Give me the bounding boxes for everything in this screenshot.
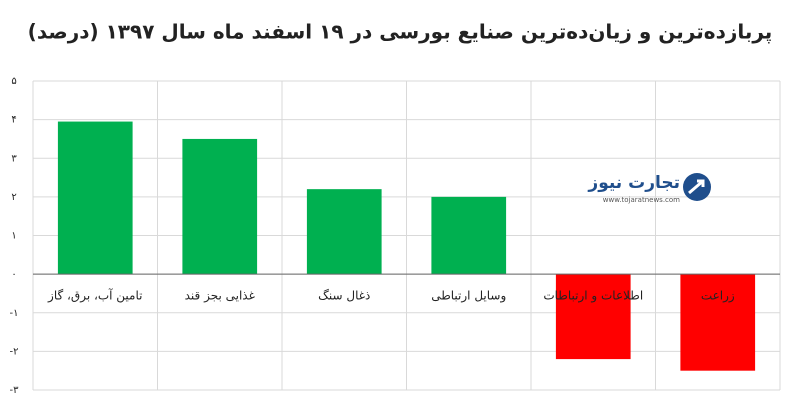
x-tick-label: ذغال سنگ <box>318 289 370 303</box>
x-tick-label: اطلاعات و ارتباطات <box>543 289 643 304</box>
x-tick-label: زراعت <box>701 289 735 304</box>
y-tick-label: ۱ <box>11 231 16 242</box>
chart-title: پربازده‌ترین و زیان‌ده‌ترین صنایع بورسی … <box>28 20 773 45</box>
x-tick-label: وسایل ارتباطی <box>431 289 506 304</box>
y-tick-label: -۲ <box>10 346 19 357</box>
bar <box>182 138 258 275</box>
y-tick-label: ۴ <box>11 115 16 126</box>
y-tick-label: -۳ <box>10 385 20 396</box>
logo-name: تجارت نیوز <box>587 173 680 193</box>
logo-arrow <box>688 179 705 195</box>
bar <box>680 274 756 371</box>
y-tick-label: ۲ <box>11 192 16 203</box>
y-tick-label: ۰ <box>11 269 16 280</box>
y-tick-label: -۱ <box>10 308 19 319</box>
y-tick-label: ۵ <box>11 76 16 87</box>
x-tick-label: تامین آب، برق، گاز <box>47 288 142 304</box>
logo: تجارت نیوز www.tojaratnews.com <box>587 173 711 204</box>
bar <box>555 274 631 360</box>
logo-url: www.tojaratnews.com <box>603 196 680 204</box>
bar <box>57 121 133 275</box>
bar <box>306 189 382 275</box>
bar <box>431 196 507 275</box>
y-tick-label: ۳ <box>11 153 17 164</box>
x-tick-label: غذایی بجز قند <box>185 289 255 304</box>
